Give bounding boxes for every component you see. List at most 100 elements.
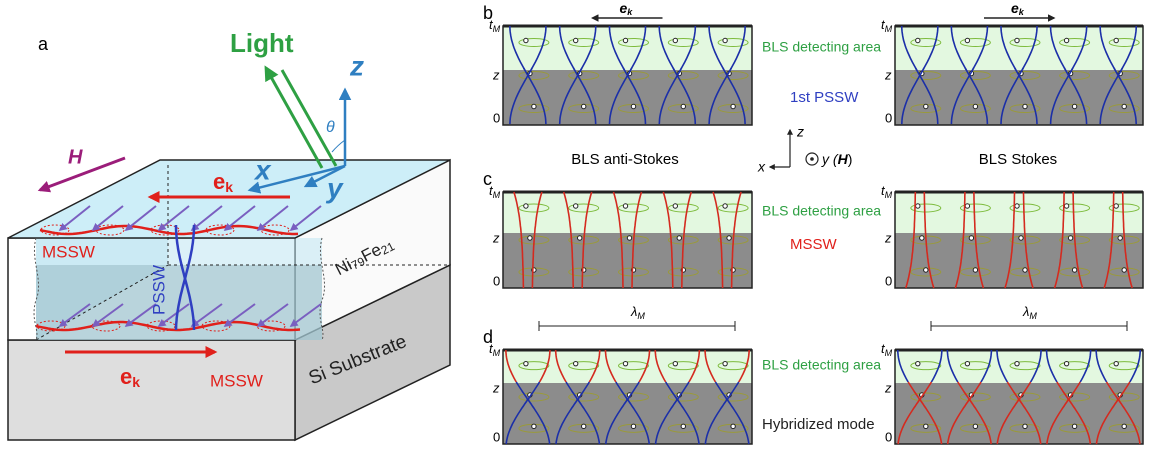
mode-profile — [722, 67, 746, 125]
mode-profile — [555, 381, 579, 445]
precession-orbit — [717, 392, 749, 402]
label-main: λ — [630, 304, 637, 319]
spin-arrow — [289, 205, 322, 231]
mode-profile — [654, 350, 667, 383]
precession-orbit — [667, 361, 699, 371]
mode-profile — [922, 26, 939, 71]
substrate-front — [7, 339, 296, 441]
spin-dot — [1113, 203, 1119, 209]
mode-profile — [964, 67, 989, 125]
spin-dot — [923, 423, 929, 430]
mode-profile — [708, 26, 725, 71]
precession-orbit — [910, 38, 942, 47]
label: tM — [881, 341, 893, 358]
precession-orbit — [1009, 71, 1041, 80]
film-part: Ni — [332, 255, 355, 279]
spin-dot — [1113, 37, 1119, 44]
mode-profile — [1129, 350, 1141, 383]
film-depth — [503, 383, 752, 444]
mode-profile — [719, 231, 724, 288]
mode-profile — [513, 191, 522, 233]
spin-dot — [577, 235, 583, 241]
mode-profile — [905, 231, 915, 289]
spin-dot — [730, 423, 736, 430]
mode-profile — [1000, 26, 1017, 71]
spin-dot — [622, 360, 629, 367]
mode-profile — [1117, 381, 1141, 445]
precession-orbit — [1108, 361, 1140, 371]
mode-profile — [679, 26, 697, 71]
mode-profile — [562, 191, 572, 233]
film-top — [7, 159, 451, 239]
spin-dot — [680, 103, 686, 110]
label-sub: M — [885, 190, 893, 200]
label-main: t — [881, 341, 886, 356]
spin-dot — [964, 360, 971, 367]
key-part: H — [838, 151, 849, 167]
spin-dot — [531, 423, 537, 430]
mode-profile — [901, 67, 925, 125]
spin-dot — [1067, 235, 1074, 241]
key-part: y ( — [821, 151, 839, 167]
mode-profile — [505, 381, 529, 445]
detecting-area — [895, 26, 1143, 70]
precession-orbit — [667, 38, 699, 47]
mode-profile — [619, 231, 624, 288]
spin-arrow — [256, 303, 289, 327]
mode-profile — [1079, 350, 1092, 383]
axis-label: z — [349, 50, 364, 81]
key-label: y (H) — [821, 151, 852, 167]
ek-label: ek — [120, 364, 140, 390]
mode-profile — [520, 231, 525, 288]
mode-profile — [704, 350, 717, 383]
spin-dot — [680, 423, 686, 430]
mode-profile — [1012, 192, 1016, 233]
mode-profile — [681, 231, 685, 288]
label-main: e — [620, 0, 628, 16]
label-sub: M — [493, 348, 501, 358]
spin-dot — [573, 37, 579, 44]
precession-orbit — [150, 224, 180, 236]
mode-profile — [633, 191, 643, 233]
precession-orbit — [1059, 71, 1091, 80]
mode-profile — [946, 381, 970, 445]
mode-profile — [924, 231, 935, 289]
spin-dot — [1063, 360, 1070, 367]
mode-profile — [527, 381, 551, 445]
spin-dot — [730, 103, 736, 110]
mode-profile — [1063, 67, 1088, 125]
field-arrow — [37, 156, 126, 193]
precession-orbit — [518, 203, 550, 213]
spin-dot — [622, 203, 629, 209]
mode-profile — [1000, 67, 1024, 125]
mode-profile — [1095, 381, 1119, 445]
mode-profile — [996, 381, 1020, 445]
out-of-plane-symbol — [810, 157, 814, 161]
spin-arrow — [157, 303, 190, 327]
key-part: ) — [848, 151, 853, 167]
depth-label: z — [884, 67, 892, 82]
label-sub: M — [493, 190, 501, 200]
precession-orbit — [1009, 361, 1041, 371]
mode-profile — [509, 67, 533, 125]
mode-profile — [1103, 231, 1114, 289]
mode-profile — [1021, 26, 1038, 71]
label-main: e — [1011, 0, 1019, 16]
precession-orbit — [568, 203, 600, 213]
spin-dot — [1113, 360, 1119, 367]
spin-dot — [630, 103, 637, 110]
mode-profile — [1023, 231, 1034, 289]
label-sub: M — [885, 24, 893, 34]
mode-profile — [570, 231, 574, 288]
panel-label: a — [38, 34, 49, 54]
wave-group — [35, 205, 322, 332]
spin-dot — [523, 37, 529, 44]
spin-arrow — [91, 205, 124, 231]
mode-profile — [662, 191, 672, 233]
mode-profile — [1053, 231, 1064, 289]
mode-profile — [1049, 67, 1074, 125]
spin-arrow — [157, 205, 190, 231]
precession-orbit — [618, 203, 649, 213]
mode-profile — [726, 381, 750, 445]
precession-orbit — [717, 38, 749, 47]
